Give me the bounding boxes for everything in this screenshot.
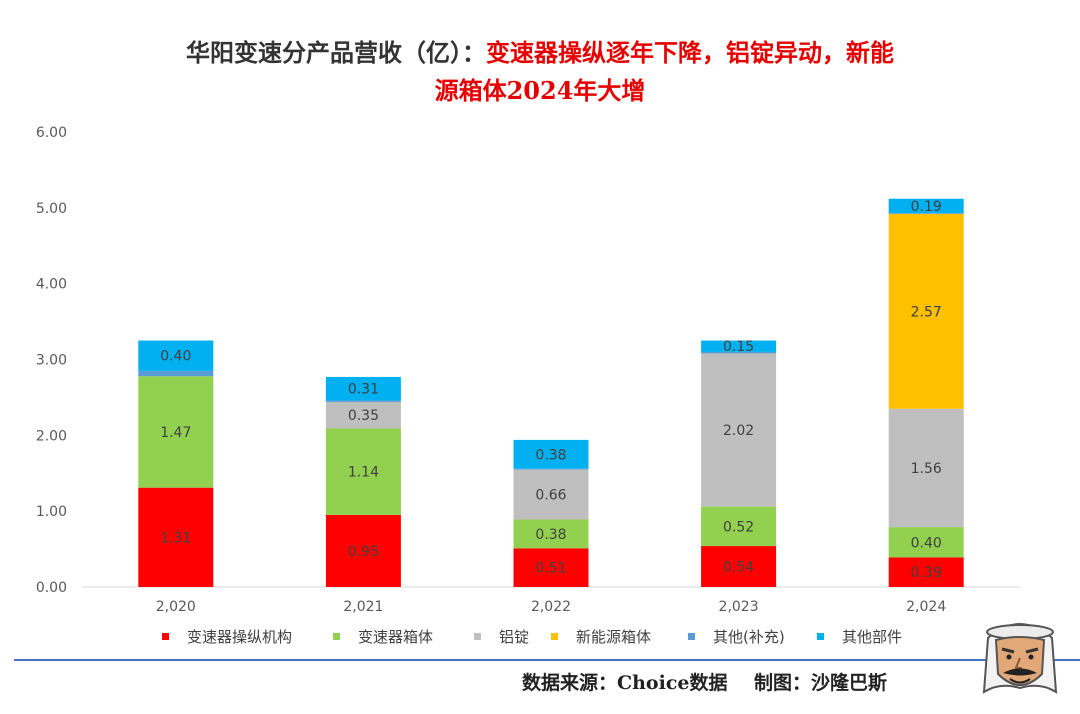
bar-segment (888, 198, 964, 214)
bar-segment (701, 340, 777, 352)
x-tick-label: 2,022 (531, 599, 571, 615)
chart-title: 华阳变速分产品营收（亿）：变速器操纵逐年下降，铝锭异动，新能 源箱体2024年大… (0, 34, 1080, 110)
bar-segment (325, 400, 401, 402)
legend-label: 其他部件 (842, 628, 902, 646)
bar-segment (513, 469, 589, 520)
data-label: 0.40 (160, 349, 191, 365)
bar-segment (701, 506, 777, 547)
bar-segment (138, 370, 214, 377)
bar-segment (138, 487, 214, 587)
y-tick-label: 4.00 (36, 277, 67, 293)
legend-label: 变速器箱体 (358, 628, 433, 646)
title-highlight: 变速器操纵逐年下降，铝锭异动，新能 (486, 38, 894, 67)
legend-label: 其他(补充) (713, 628, 785, 646)
title-main: 华阳变速分产品营收（亿）： (186, 38, 486, 67)
data-label: 0.19 (911, 199, 942, 215)
title-highlight-line2: 源箱体2024年大增 (434, 76, 646, 105)
data-label: 0.31 (348, 382, 379, 398)
legend-label: 变速器操纵机构 (187, 628, 292, 646)
source-line: 数据来源：Choice数据 制图：沙隆巴斯 (522, 668, 887, 695)
legend-swatch (551, 633, 558, 640)
bar-segment (513, 548, 589, 587)
data-label: 1.47 (160, 425, 191, 441)
legend-swatch (688, 633, 695, 640)
source-label: 数据来源：Choice数据 (522, 672, 728, 694)
data-label: 1.14 (348, 465, 379, 481)
legend-swatch (474, 633, 481, 640)
data-label: 0.40 (911, 535, 942, 551)
bar-segment (513, 519, 589, 549)
legend-swatch (817, 633, 824, 640)
bar-segment (325, 401, 401, 429)
y-tick-label: 1.00 (36, 504, 67, 520)
data-label: 0.38 (535, 447, 566, 463)
data-label: 0.38 (535, 527, 566, 543)
bar-segment (888, 213, 964, 214)
data-label: 0.95 (348, 544, 379, 560)
y-tick-label: 5.00 (36, 201, 67, 217)
bar-segment (513, 468, 589, 470)
data-label: 0.52 (723, 519, 754, 535)
x-tick-label: 2,023 (719, 599, 759, 615)
data-label: 2.02 (723, 423, 754, 439)
x-tick-label: 2,020 (156, 599, 196, 615)
bar-segment (701, 546, 777, 587)
legend-swatch (333, 633, 340, 640)
bar-segment (888, 408, 964, 528)
data-label: 0.15 (723, 339, 754, 355)
data-label: 2.57 (911, 304, 942, 320)
bar-segment (138, 376, 214, 488)
bar-segment (325, 376, 401, 401)
legend-swatch (162, 633, 169, 640)
bar-segment (513, 439, 589, 469)
data-label: 0.66 (535, 487, 566, 503)
bar-segment (888, 527, 964, 558)
y-tick-label: 2.00 (36, 428, 67, 444)
data-label: 1.56 (911, 461, 942, 477)
data-label: 0.51 (535, 561, 566, 577)
bar-segment (888, 557, 964, 587)
divider-line (14, 659, 1080, 661)
bar-segment (325, 514, 401, 587)
chart-svg: 0.00 1.00 2.00 3.00 4.00 5.00 6.00 2,020 1.31 1.4… (36, 125, 1020, 646)
bar-segment (701, 351, 777, 354)
bar-segment (888, 213, 964, 409)
y-tick-label: 6.00 (36, 125, 67, 141)
data-label: 0.54 (723, 560, 754, 576)
x-tick-label: 2,024 (906, 599, 946, 615)
data-label: 0.39 (911, 565, 942, 581)
mascot-avatar (982, 623, 1058, 694)
legend-label: 铝锭 (499, 628, 529, 646)
data-label: 0.35 (348, 408, 379, 424)
bar-segment (701, 353, 777, 507)
legend-label: 新能源箱体 (576, 628, 651, 646)
bar-segment (325, 428, 401, 515)
x-tick-label: 2,021 (343, 599, 383, 615)
y-tick-label: 3.00 (36, 353, 67, 369)
y-tick-label: 0.00 (36, 580, 67, 596)
bar-segment (138, 340, 214, 371)
data-label: 1.31 (160, 530, 191, 546)
author-label: 制图：沙隆巴斯 (753, 672, 887, 694)
